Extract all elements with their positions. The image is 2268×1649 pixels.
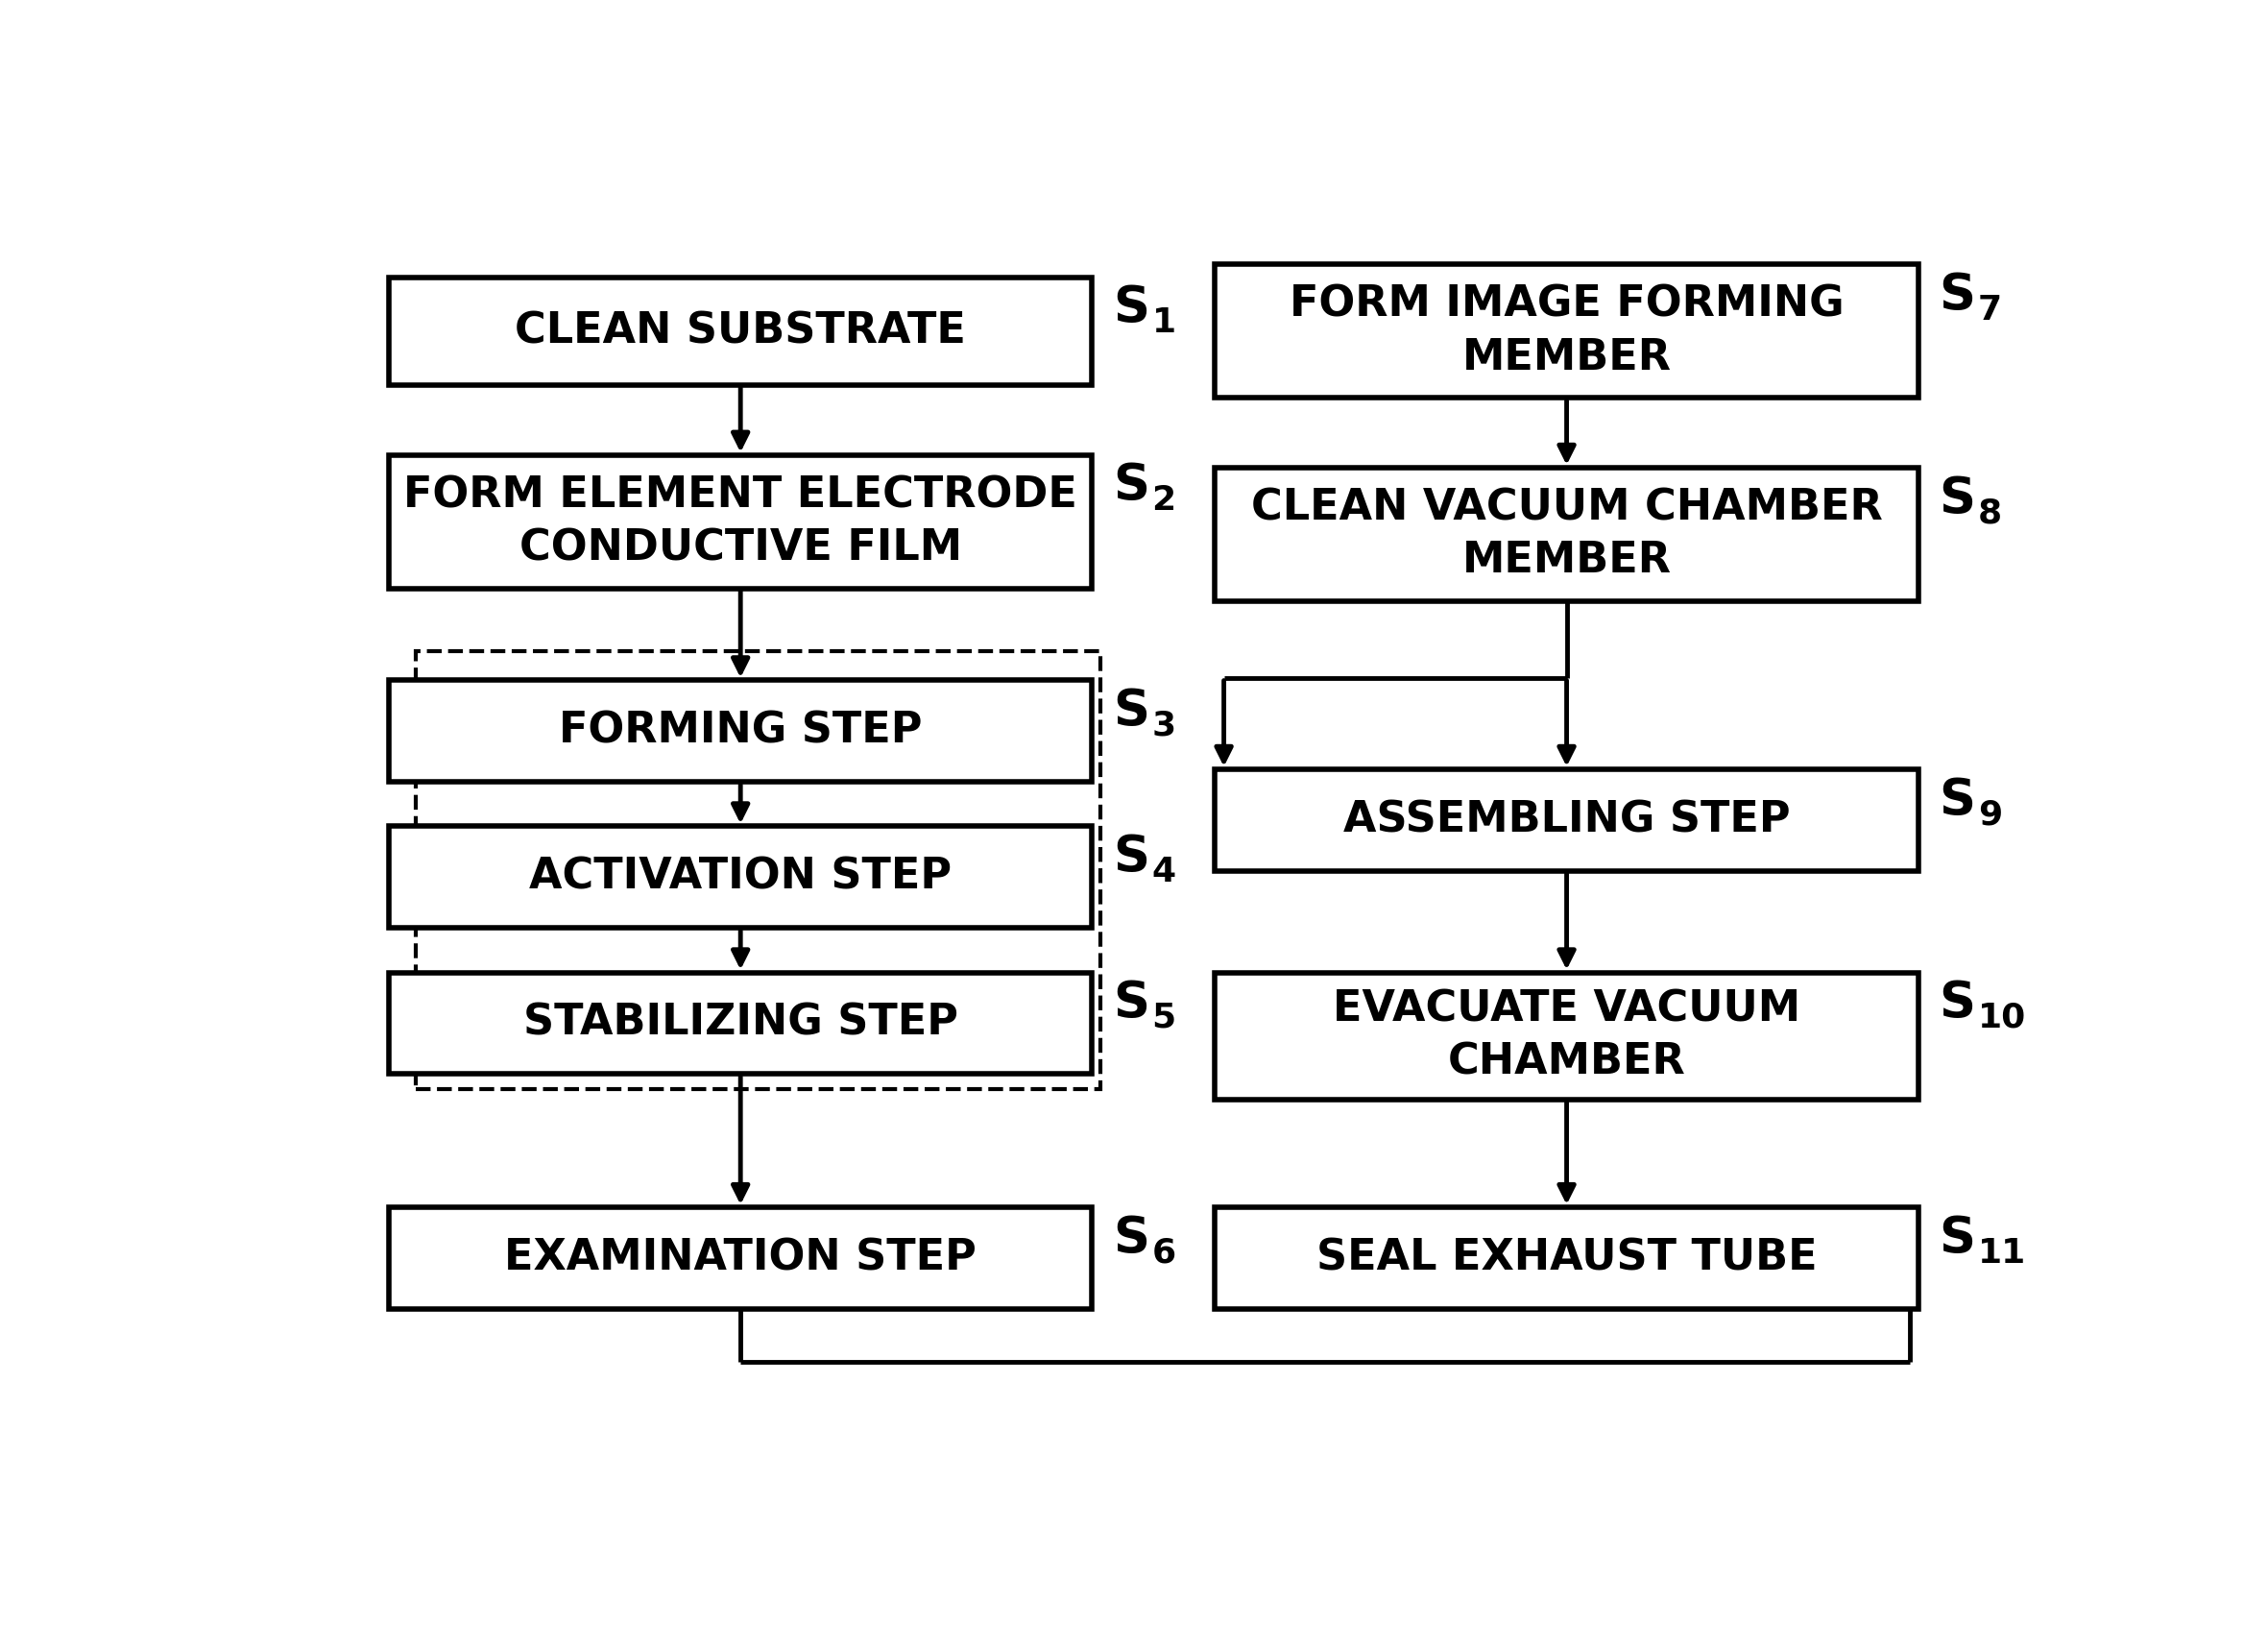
Text: FORM IMAGE FORMING
MEMBER: FORM IMAGE FORMING MEMBER xyxy=(1288,284,1844,378)
Bar xyxy=(390,1207,1093,1309)
Text: EVACUATE VACUUM
CHAMBER: EVACUATE VACUUM CHAMBER xyxy=(1334,989,1801,1083)
Text: S: S xyxy=(1939,473,1975,524)
Bar xyxy=(1216,264,1919,397)
Text: SEAL EXHAUST TUBE: SEAL EXHAUST TUBE xyxy=(1315,1237,1817,1278)
Bar xyxy=(1216,468,1919,600)
Text: STABILIZING STEP: STABILIZING STEP xyxy=(524,1003,957,1044)
Bar xyxy=(1216,768,1919,871)
Text: EXAMINATION STEP: EXAMINATION STEP xyxy=(503,1237,978,1278)
Text: S: S xyxy=(1939,775,1975,826)
Text: S: S xyxy=(1939,980,1975,1029)
Text: S: S xyxy=(1114,284,1150,333)
Text: FORMING STEP: FORMING STEP xyxy=(558,711,923,752)
Text: FORM ELEMENT ELECTRODE
CONDUCTIVE FILM: FORM ELEMENT ELECTRODE CONDUCTIVE FILM xyxy=(404,475,1077,569)
Text: S: S xyxy=(1114,980,1150,1029)
Text: S: S xyxy=(1939,1214,1975,1263)
Text: ACTIVATION STEP: ACTIVATION STEP xyxy=(528,856,953,897)
Text: 10: 10 xyxy=(1978,1001,2025,1034)
Bar xyxy=(1216,1207,1919,1309)
Text: 9: 9 xyxy=(1978,798,2003,831)
Text: S: S xyxy=(1114,686,1150,737)
Text: 7: 7 xyxy=(1978,294,2003,327)
Text: ASSEMBLING STEP: ASSEMBLING STEP xyxy=(1343,800,1789,841)
Bar xyxy=(390,277,1093,386)
Text: 2: 2 xyxy=(1152,485,1175,516)
Bar xyxy=(390,681,1093,782)
Text: 6: 6 xyxy=(1152,1237,1175,1270)
Bar xyxy=(1216,973,1919,1100)
Text: S: S xyxy=(1114,462,1150,511)
Bar xyxy=(390,455,1093,589)
Text: CLEAN VACUUM CHAMBER
MEMBER: CLEAN VACUUM CHAMBER MEMBER xyxy=(1252,488,1882,582)
Text: S: S xyxy=(1114,1214,1150,1263)
Text: CLEAN SUBSTRATE: CLEAN SUBSTRATE xyxy=(515,310,966,351)
Text: S: S xyxy=(1939,270,1975,322)
Bar xyxy=(415,651,1100,1090)
Bar xyxy=(390,826,1093,928)
Text: 4: 4 xyxy=(1152,856,1175,889)
Text: 1: 1 xyxy=(1152,307,1175,340)
Text: S: S xyxy=(1114,833,1150,882)
Bar xyxy=(390,973,1093,1073)
Text: 3: 3 xyxy=(1152,709,1175,742)
Text: 11: 11 xyxy=(1978,1237,2025,1270)
Text: 5: 5 xyxy=(1152,1001,1175,1034)
Text: 8: 8 xyxy=(1978,496,2003,529)
